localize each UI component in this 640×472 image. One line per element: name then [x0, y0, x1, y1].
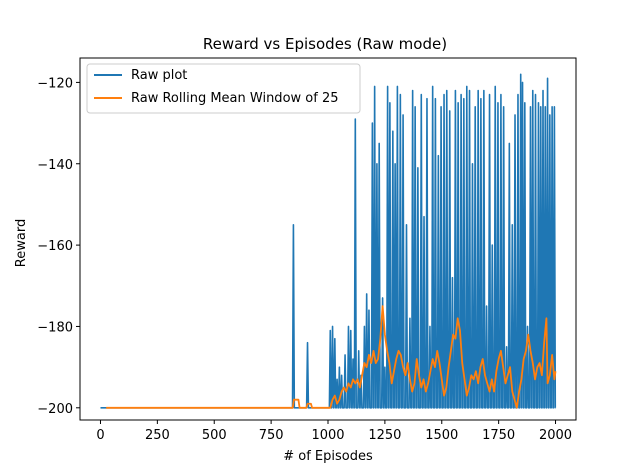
x-tick-label: 1250 [368, 428, 401, 443]
x-tick-label: 1000 [311, 428, 344, 443]
x-tick-label: 500 [202, 428, 227, 443]
rolling-mean-line [106, 305, 557, 409]
x-tick-label: 1500 [425, 428, 458, 443]
y-axis-ticks: −200 −180 −160 −140 −120 [37, 76, 80, 417]
legend-box [86, 63, 361, 114]
raw-plot-series [100, 73, 557, 409]
y-tick-label: −180 [37, 320, 73, 335]
legend: Raw plot Raw Rolling Mean Window of 25 [86, 63, 361, 114]
x-tick-label: 250 [145, 428, 170, 443]
y-tick-label: −140 [37, 158, 73, 173]
x-tick-label: 2000 [539, 428, 572, 443]
rolling-mean-series [106, 305, 557, 409]
y-tick-label: −120 [37, 76, 73, 91]
y-tick-label: −200 [37, 402, 73, 417]
legend-label-raw: Raw plot [131, 68, 187, 83]
y-axis-label: Reward [14, 219, 29, 267]
x-tick-label: 750 [259, 428, 284, 443]
x-tick-label: 0 [96, 428, 104, 443]
x-axis-ticks: 0 250 500 750 1000 1250 1500 1750 2000 [96, 420, 572, 443]
y-tick-label: −160 [37, 239, 73, 254]
x-axis-label: # of Episodes [283, 449, 373, 464]
x-tick-label: 1750 [482, 428, 515, 443]
raw-plot-line [100, 73, 557, 409]
legend-label-mean: Raw Rolling Mean Window of 25 [131, 91, 339, 106]
chart-title: Reward vs Episodes (Raw mode) [203, 35, 447, 53]
